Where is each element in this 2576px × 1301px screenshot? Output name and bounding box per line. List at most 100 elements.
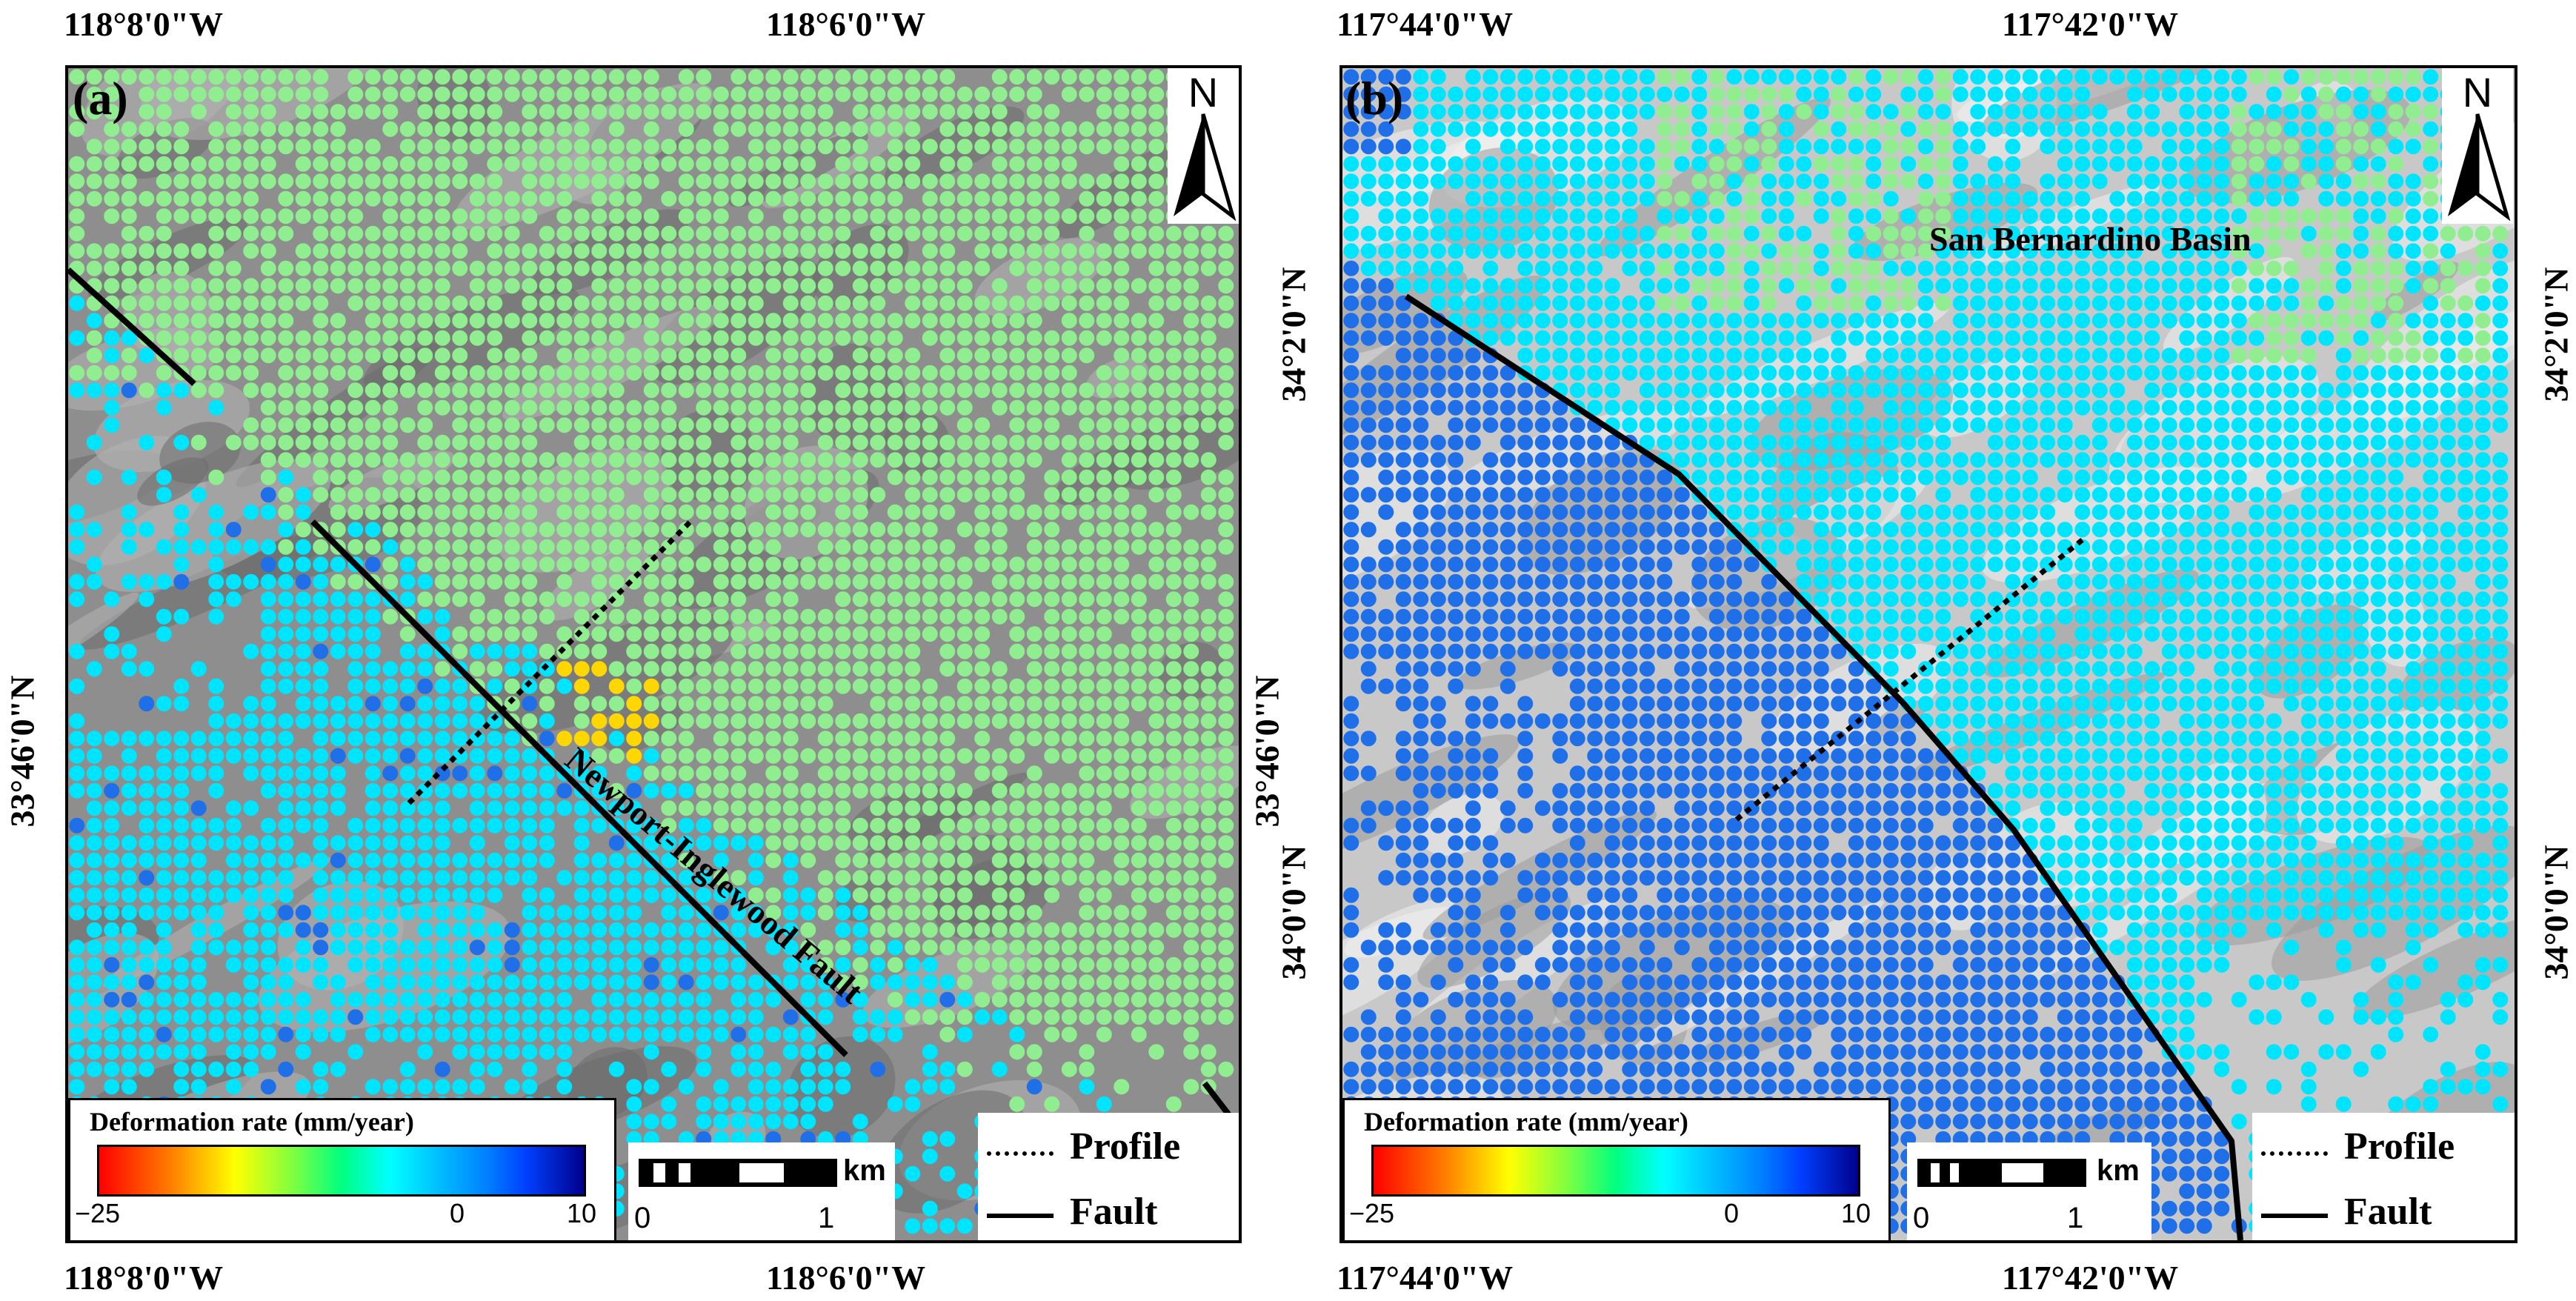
deformation-point [591,817,608,833]
deformation-point [1183,661,1199,677]
deformation-point [104,382,120,399]
deformation-point [870,922,886,938]
deformation-point [556,139,573,155]
deformation-point [1114,434,1130,450]
deformation-point [1517,173,1534,190]
deformation-point [835,817,851,833]
deformation-point [573,208,590,224]
deformation-point [2405,330,2421,346]
deformation-point [260,208,276,224]
deformation-point [522,1009,538,1025]
deformation-point [225,295,242,311]
deformation-point [86,330,102,346]
deformation-point [1096,1026,1112,1042]
deformation-point [2423,365,2439,381]
deformation-point [696,330,712,346]
deformation-point [922,731,938,747]
deformation-point [1148,347,1165,364]
deformation-point [2196,86,2212,102]
deformation-point [1131,1009,1147,1025]
deformation-point [922,800,938,816]
deformation-point [225,1061,242,1077]
deformation-point [870,626,886,642]
deformation-point [330,452,346,468]
deformation-point [1482,104,1499,120]
deformation-point [817,1079,833,1095]
deformation-point [1026,190,1042,207]
deformation-point [591,782,608,799]
deformation-point [556,469,573,485]
deformation-point [748,86,764,102]
deformation-point [1096,86,1112,102]
deformation-point [278,905,294,921]
deformation-point [1935,330,1951,346]
deformation-point [1639,365,1655,381]
deformation-point [1061,696,1077,712]
deformation-point [1778,330,1794,346]
deformation-point [991,190,1008,207]
deformation-point [330,800,346,816]
deformation-point [1674,190,1690,207]
deformation-point [922,539,938,555]
deformation-point [1079,626,1095,642]
deformation-point [1044,365,1060,381]
deformation-point [1079,887,1095,903]
deformation-point [974,835,991,851]
deformation-point [713,905,729,921]
deformation-point [225,539,242,555]
deformation-point [643,696,659,712]
deformation-point [765,225,782,242]
deformation-point [1079,190,1095,207]
deformation-point [2214,347,2230,364]
deformation-point [870,208,886,224]
map-a[interactable]: (a) Newport-Inglewood Fault N Deformatio… [65,65,1242,1243]
deformation-point [765,696,782,712]
deformation-point [2109,260,2126,276]
deformation-point [713,522,729,538]
deformation-point [139,800,155,816]
deformation-point [1448,121,1464,137]
deformation-point [556,417,573,433]
deformation-point [1096,278,1112,294]
deformation-point [2126,347,2143,364]
deformation-point [295,487,311,503]
deformation-point [696,434,712,450]
deformation-point [2005,365,2021,381]
deformation-point [121,748,137,764]
deformation-point [539,104,555,120]
deformation-point [956,608,973,625]
deformation-point [1657,104,1673,120]
deformation-point [69,121,85,137]
deformation-point [2388,156,2404,172]
deformation-point [696,1026,712,1042]
deformation-point [608,887,625,903]
deformation-point [1131,696,1147,712]
deformation-point [2353,104,2369,120]
deformation-point [1726,313,1743,329]
deformation-point [1378,104,1394,120]
deformation-point [800,260,816,276]
deformation-point [1500,399,1516,416]
deformation-point [190,905,207,921]
map-b[interactable]: (b) San Bernardino Basin N Deformation r… [1339,65,2517,1243]
deformation-point [452,173,468,190]
deformation-point [835,522,851,538]
deformation-point [399,539,416,555]
deformation-point [434,905,450,921]
deformation-point [382,852,399,868]
deformation-point [2266,104,2282,120]
deformation-point [190,800,207,816]
deformation-point [765,556,782,573]
deformation-point [2353,156,2369,172]
deformation-point [1079,173,1095,190]
deformation-point [347,922,364,938]
deformation-point [1534,347,1551,364]
deformation-point [434,156,450,172]
deformation-point [104,765,120,782]
deformation-point [1987,190,2003,207]
deformation-point [922,243,938,259]
deformation-point [730,678,747,694]
deformation-point [1465,365,1481,381]
deformation-point [104,104,120,120]
deformation-point [417,382,433,399]
